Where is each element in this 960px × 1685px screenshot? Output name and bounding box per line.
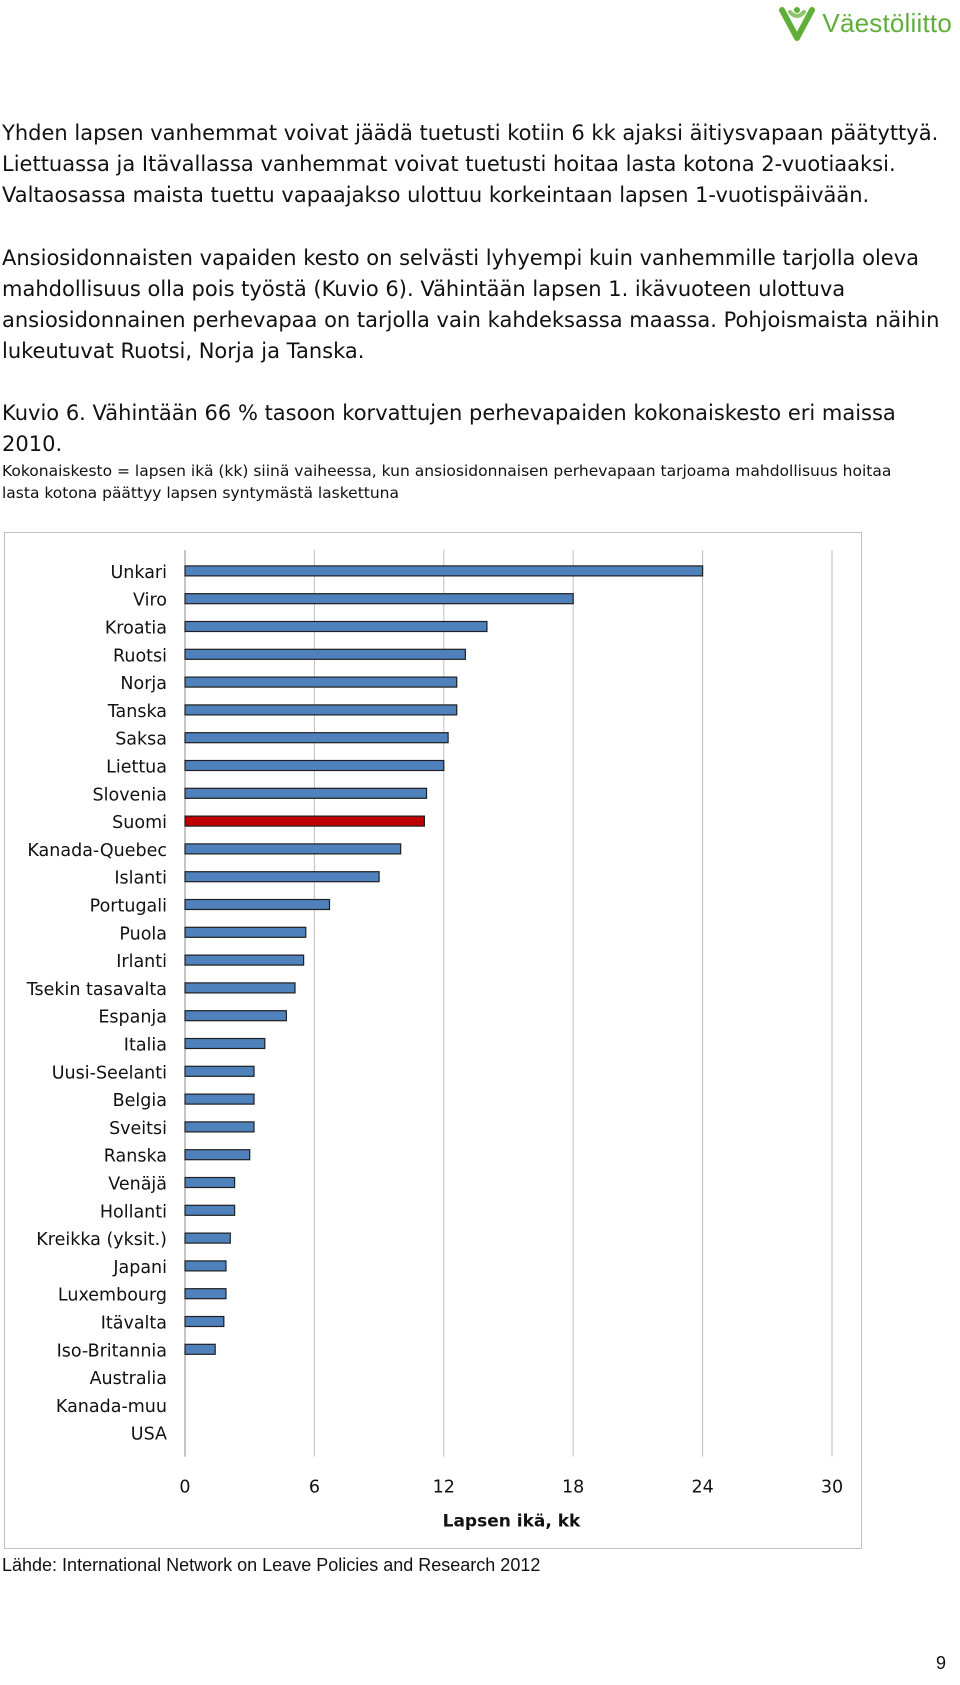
category-label: Venäjä [108,1175,167,1195]
bar [184,1149,251,1161]
category-label: Kreikka (yksit.) [36,1230,167,1250]
category-label: Kanada-muu [56,1397,167,1417]
bar [184,787,428,799]
bar [184,1204,236,1216]
bar-chart: Unkari Viro Kroatia Ruotsi Norja Tanska Saksa L… [26,550,843,1532]
bar [184,871,380,883]
category-label: Itävalta [101,1314,167,1334]
bar [184,1065,255,1077]
bar [184,1037,266,1050]
category-label: Norja [120,674,167,694]
category-label: Viro [133,591,167,611]
chart-frame: Unkari Viro Kroatia Ruotsi Norja Tanska Saksa L… [4,532,862,1549]
category-label: Japani [112,1258,167,1278]
bar [184,1315,225,1328]
bar [184,1288,227,1300]
bar [184,954,305,966]
x-tick-label: 24 [691,1478,713,1498]
bar [184,704,458,716]
bar [184,926,307,938]
bar [184,1093,255,1105]
category-label: Saksa [115,730,167,750]
category-label: Luxembourg [58,1286,167,1306]
category-label: Suomi [112,813,167,833]
bar [184,676,458,688]
paragraph-1: Yhden lapsen vanhemmat voivat jäädä tuet… [2,121,939,207]
bar [184,620,488,633]
paragraph-2: Ansiosidonnaisten vapaiden kesto on selv… [2,246,940,363]
x-tick-label: 12 [433,1478,455,1498]
category-label: Tsekin tasavalta [26,980,167,1000]
category-label: Ruotsi [113,646,167,666]
category-label: Ranska [104,1147,167,1167]
category-label: Uusi-Seelanti [52,1063,167,1083]
x-axis-title: Lapsen ikä, kk [443,1512,581,1532]
page-number: 9 [935,1653,946,1673]
bar [184,843,402,855]
x-tick-label: 18 [562,1478,584,1498]
bar [184,1343,216,1355]
category-label: Kroatia [105,619,167,639]
bar [184,1010,287,1022]
bar [184,1232,231,1244]
category-label: Iso-Britannia [57,1341,167,1361]
bar [184,565,704,577]
bar [184,593,574,605]
category-label: Islanti [114,869,167,889]
x-tick-label: 30 [821,1478,843,1498]
bar [184,759,445,772]
category-label: Liettua [106,758,167,778]
category-label: Italia [124,1036,167,1056]
category-label: Hollanti [100,1202,167,1222]
source-note: Lähde: International Network on Leave Po… [2,1555,541,1575]
vaestoliitto-leaf-logo-icon [779,7,816,41]
bar [184,648,466,660]
bar [184,1260,227,1272]
category-label: Irlanti [116,952,167,972]
logo-text: Väestöliitto [822,7,952,38]
category-label: Sveitsi [109,1119,167,1139]
figure-subcaption: Kokonaiskesto = lapsen ikä (kk) siinä va… [2,462,892,502]
bar [184,898,331,911]
figure-caption: Kuvio 6. Vähintään 66 % tasoon korvattuj… [2,401,896,456]
x-tick-label: 0 [179,1478,190,1498]
category-label: Tanska [107,702,167,722]
x-tick-label: 6 [309,1478,320,1498]
category-label: Belgia [113,1091,167,1111]
bar [184,982,296,994]
category-label: Puola [119,924,167,944]
category-label: Slovenia [93,785,167,805]
bar [184,815,425,827]
category-label: Portugali [90,897,167,917]
category-label: Espanja [98,1008,167,1028]
brand-logo: Väestöliitto [778,4,952,42]
bar [184,732,449,744]
category-label: USA [131,1425,167,1445]
category-label: Kanada-Quebec [27,841,167,861]
category-label: Unkari [110,563,167,583]
bar [184,1121,255,1133]
bar [184,1176,236,1189]
category-label: Australia [90,1369,167,1389]
